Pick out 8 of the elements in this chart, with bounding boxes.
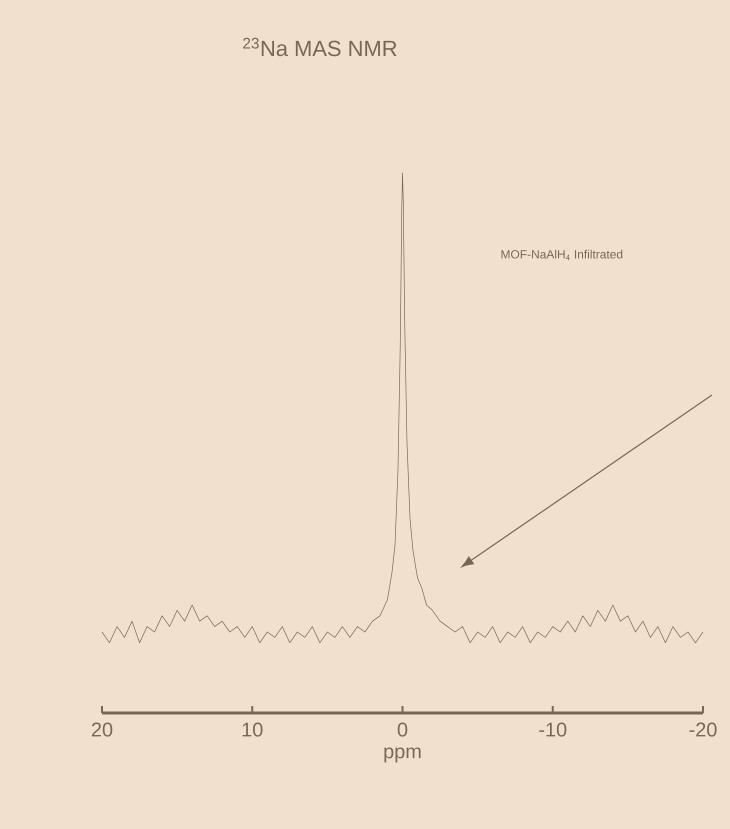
x-axis-title: ppm [384,747,421,762]
x-tick-label: 10 [242,722,263,737]
chart-title: $^{23}$Na MAS NMR [243,38,397,56]
annotation: MOF-NaAlH$_{4}$ Infiltrated [502,250,622,260]
x-tick-label: 0 [398,722,408,737]
x-tick-label: 20 [92,722,112,737]
x-tick-label: -10 [539,722,566,737]
x-tick-label: -20 [689,722,717,737]
